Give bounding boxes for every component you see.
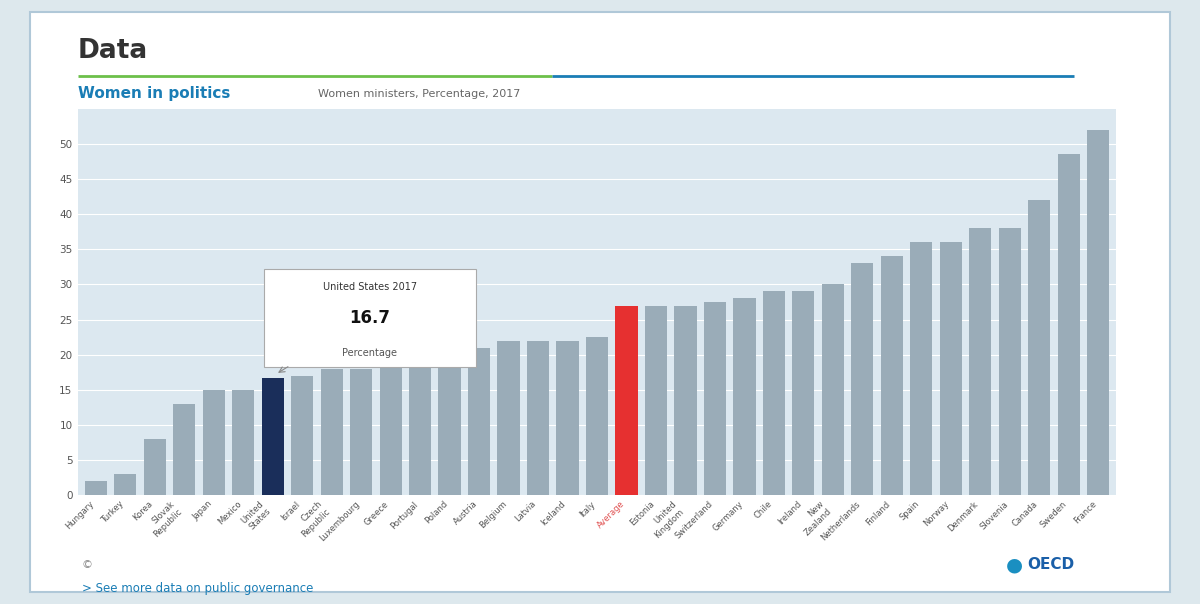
Bar xyxy=(379,362,402,495)
Bar xyxy=(970,228,991,495)
Bar xyxy=(1087,130,1109,495)
Bar xyxy=(616,306,637,495)
Bar xyxy=(350,369,372,495)
Bar xyxy=(586,337,608,495)
Bar xyxy=(851,263,874,495)
Bar xyxy=(940,242,962,495)
Bar xyxy=(262,378,283,495)
Bar xyxy=(792,292,815,495)
Bar xyxy=(881,256,902,495)
Bar xyxy=(674,306,696,495)
FancyBboxPatch shape xyxy=(264,269,476,367)
Bar xyxy=(232,390,254,495)
Bar xyxy=(468,348,490,495)
Bar xyxy=(644,306,667,495)
Bar xyxy=(763,292,785,495)
Text: ●: ● xyxy=(1006,555,1022,574)
Bar xyxy=(1057,155,1080,495)
Bar xyxy=(85,481,107,495)
FancyBboxPatch shape xyxy=(30,12,1170,592)
Text: Women in politics: Women in politics xyxy=(78,86,230,101)
Bar xyxy=(203,390,224,495)
Bar xyxy=(822,284,844,495)
Bar xyxy=(438,348,461,495)
Text: Data: Data xyxy=(78,38,149,65)
Text: United States 2017: United States 2017 xyxy=(323,281,418,292)
Bar xyxy=(144,439,166,495)
Text: 16.7: 16.7 xyxy=(349,309,390,327)
Bar xyxy=(998,228,1021,495)
Text: > See more data on public governance: > See more data on public governance xyxy=(82,582,313,596)
Bar xyxy=(911,242,932,495)
Text: Women ministers, Percentage, 2017: Women ministers, Percentage, 2017 xyxy=(318,89,521,98)
Bar xyxy=(704,302,726,495)
Text: Percentage: Percentage xyxy=(342,349,397,358)
Bar xyxy=(557,341,578,495)
Bar xyxy=(527,341,550,495)
Bar xyxy=(320,369,343,495)
Bar xyxy=(409,355,431,495)
Bar xyxy=(114,474,137,495)
Bar xyxy=(498,341,520,495)
Bar xyxy=(733,298,756,495)
Bar xyxy=(173,404,196,495)
Text: ©: © xyxy=(82,560,92,570)
Bar xyxy=(1028,200,1050,495)
Bar xyxy=(292,376,313,495)
Text: OECD: OECD xyxy=(1027,557,1074,572)
